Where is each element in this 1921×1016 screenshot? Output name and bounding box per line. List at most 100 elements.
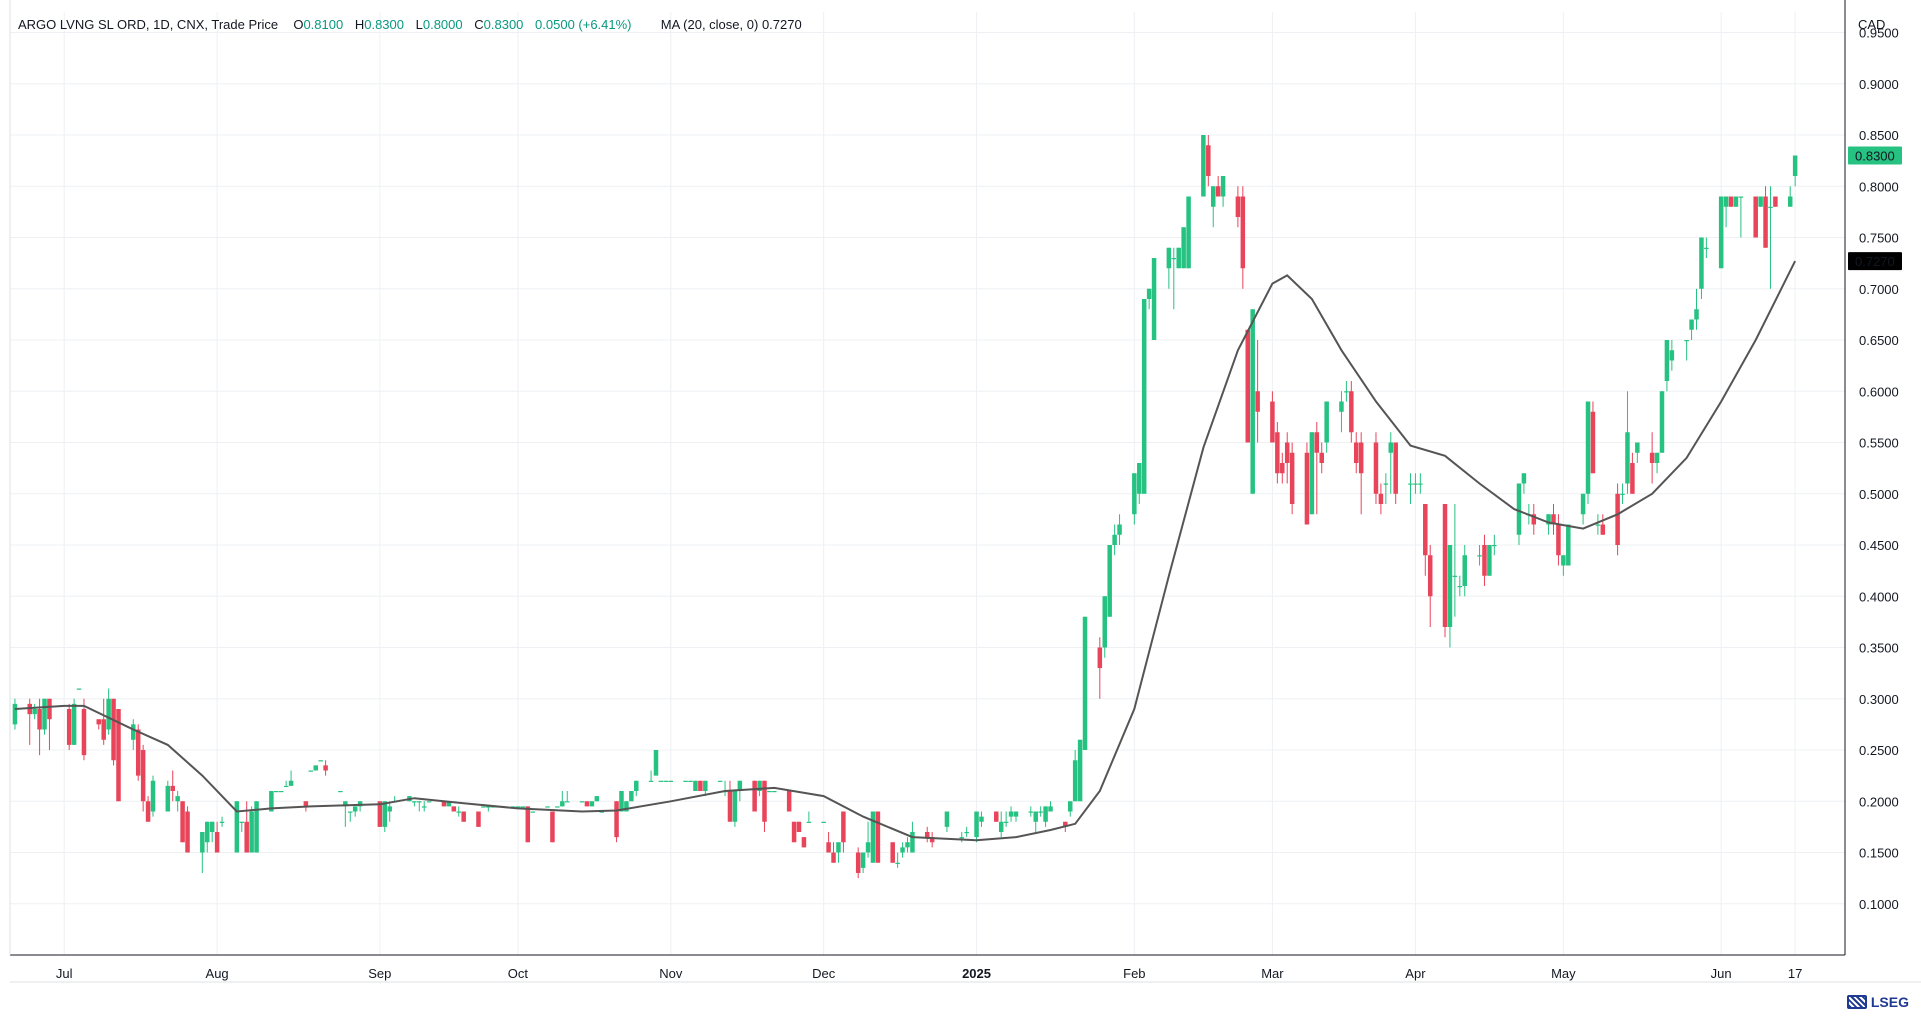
candle-body xyxy=(446,801,452,807)
close-label: C xyxy=(474,17,484,32)
candle-body xyxy=(1112,534,1117,545)
candle xyxy=(717,780,723,782)
candle-body xyxy=(1413,483,1418,485)
candle-body xyxy=(703,780,708,791)
candle-body xyxy=(313,765,318,771)
candle xyxy=(1354,432,1359,474)
candle xyxy=(924,826,930,843)
chart-legend: ARGO LVNG SL ORD, 1D, CNX, Trade Price O… xyxy=(18,17,802,32)
candle-body xyxy=(1220,176,1226,197)
candle xyxy=(998,811,1004,838)
candle xyxy=(855,847,861,879)
candle-body xyxy=(629,791,634,802)
time-tick-label: 17 xyxy=(1788,966,1802,981)
candle xyxy=(1664,340,1670,392)
candle-body xyxy=(343,801,348,807)
candle-body xyxy=(520,806,526,808)
candle xyxy=(875,811,881,863)
candle-body xyxy=(1763,196,1768,248)
candle-body xyxy=(481,806,486,808)
candle-body xyxy=(1457,586,1463,588)
candle xyxy=(1408,473,1413,504)
candle-body xyxy=(175,796,180,802)
candle-body xyxy=(269,791,274,812)
price-tick-label: 0.8500 xyxy=(1859,128,1899,143)
candle-body xyxy=(1250,309,1255,494)
candle xyxy=(1176,247,1181,269)
candle-body xyxy=(1733,196,1739,207)
candle-body xyxy=(1383,483,1389,485)
candle-body xyxy=(668,780,674,782)
candle xyxy=(550,811,555,843)
candle xyxy=(1551,504,1556,535)
candle xyxy=(135,724,141,781)
candle xyxy=(1580,493,1586,525)
candle-body xyxy=(288,780,294,786)
candle-body xyxy=(836,842,841,853)
time-tick-label: Sep xyxy=(368,966,391,981)
candle xyxy=(1787,186,1793,207)
last-price-label: 0.8300 xyxy=(1855,149,1895,164)
candle-body xyxy=(910,832,915,853)
candle xyxy=(244,801,249,853)
candle-body xyxy=(1349,391,1354,433)
close-value: 0.8300 xyxy=(483,17,524,32)
candle-body xyxy=(1067,801,1073,812)
candle-body xyxy=(1388,442,1394,453)
candle xyxy=(1763,186,1768,248)
candle-body xyxy=(555,806,560,808)
candle-body xyxy=(688,780,693,782)
candle xyxy=(525,806,531,843)
candle-body xyxy=(525,806,531,843)
candle-body xyxy=(791,821,797,843)
candle xyxy=(12,698,18,730)
low-value: 0.8000 xyxy=(422,17,463,32)
candle xyxy=(1487,545,1492,576)
ma-price-label: 0.7270 xyxy=(1855,254,1895,269)
candle-body xyxy=(767,791,772,793)
candle xyxy=(1595,514,1601,535)
candle xyxy=(1166,247,1172,289)
candle-body xyxy=(801,837,807,848)
candle-body xyxy=(1358,442,1364,474)
candle-body xyxy=(564,801,570,803)
price-tick-label: 0.8000 xyxy=(1859,179,1899,194)
candle-body xyxy=(1580,493,1586,515)
candle xyxy=(1186,196,1191,269)
candle xyxy=(722,780,728,797)
price-tick-label: 0.5500 xyxy=(1859,436,1899,451)
candle-body xyxy=(865,842,871,853)
price-tick-label: 0.7500 xyxy=(1859,231,1899,246)
candle-body xyxy=(1270,401,1275,443)
last-price-marker xyxy=(1848,146,1902,165)
candle xyxy=(1393,442,1398,504)
price-tick-label: 0.9000 xyxy=(1859,77,1899,92)
time-tick-label: Aug xyxy=(206,966,229,981)
candle-body xyxy=(1314,432,1320,453)
candle xyxy=(1620,483,1625,504)
candle xyxy=(1314,422,1320,515)
candle-body xyxy=(924,832,930,838)
candle xyxy=(1033,811,1038,832)
candle xyxy=(1521,473,1527,494)
candle xyxy=(865,821,871,858)
candle-body xyxy=(1166,247,1172,269)
candle xyxy=(634,780,639,797)
candle-body xyxy=(579,801,585,803)
candle-body xyxy=(1063,821,1068,827)
candle-body xyxy=(1635,442,1640,453)
candle xyxy=(1378,483,1384,515)
candle-body xyxy=(1280,463,1285,474)
candle-body xyxy=(648,780,654,782)
candle-body xyxy=(683,780,688,782)
candle-body xyxy=(200,832,205,853)
candle-body xyxy=(1319,452,1324,463)
candle-body xyxy=(698,780,703,791)
candle-body xyxy=(974,811,979,838)
candle-body xyxy=(614,801,619,838)
time-tick-label: 2025 xyxy=(962,966,991,981)
candle xyxy=(1447,545,1453,648)
candle-body xyxy=(634,780,639,791)
candle-body xyxy=(1728,196,1734,207)
